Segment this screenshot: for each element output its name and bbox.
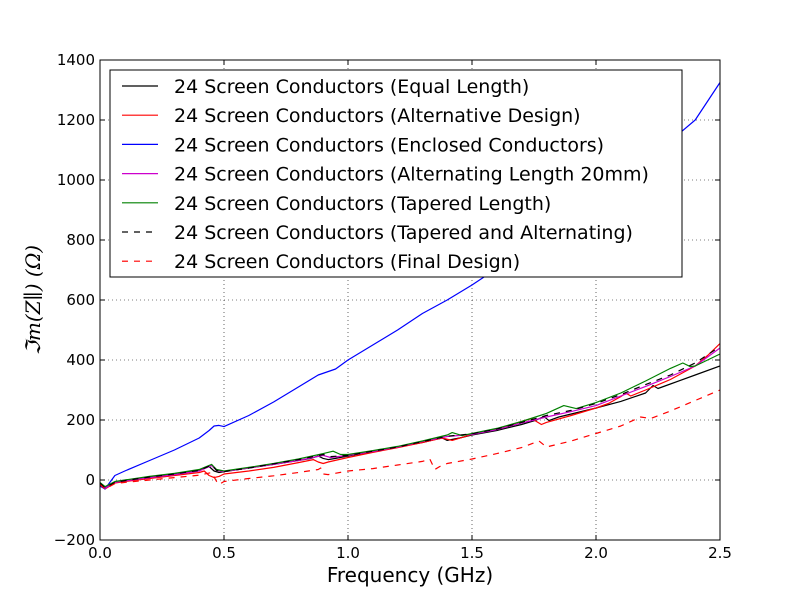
x-tick-label: 0.5 bbox=[212, 544, 236, 562]
y-tick-label: 0 bbox=[85, 471, 95, 489]
series-layer bbox=[100, 82, 720, 490]
x-tick-label: 1.5 bbox=[460, 544, 484, 562]
ticks bbox=[99, 59, 721, 541]
y-tick-label: 800 bbox=[66, 231, 95, 249]
legend-label-1: 24 Screen Conductors (Equal Length) bbox=[174, 76, 529, 98]
legend-label-4: 24 Screen Conductors (Alternating Length… bbox=[174, 164, 649, 186]
y-axis-label: ℑm(Z∥) (Ω) bbox=[21, 245, 45, 355]
legend-box bbox=[109, 69, 683, 278]
legend-label-2: 24 Screen Conductors (Alternative Design… bbox=[174, 105, 581, 127]
legend-label-3: 24 Screen Conductors (Enclosed Conductor… bbox=[174, 134, 604, 156]
legend-items: 24 Screen Conductors (Equal Length) 24 Sc… bbox=[122, 76, 649, 273]
x-tick-label: 1.0 bbox=[336, 544, 360, 562]
series-line-7 bbox=[100, 389, 720, 490]
y-tick-labels: −200 0 200 400 600 800 1000 1200 1400 bbox=[54, 51, 95, 549]
x-tick-labels: 0.0 0.5 1.0 1.5 2.0 2.5 bbox=[88, 544, 732, 562]
legend-label-6: 24 Screen Conductors (Tapered and Altern… bbox=[174, 222, 633, 244]
series-line-5 bbox=[100, 353, 720, 488]
legend-label-7: 24 Screen Conductors (Final Design) bbox=[174, 251, 520, 273]
y-tick-label: −200 bbox=[54, 531, 95, 549]
x-tick-label: 2.5 bbox=[708, 544, 732, 562]
y-tick-label: 1400 bbox=[57, 51, 95, 69]
y-tick-label: 600 bbox=[66, 291, 95, 309]
y-tick-label: 400 bbox=[66, 351, 95, 369]
x-tick-label: 0.0 bbox=[88, 544, 112, 562]
x-axis-label: Frequency (GHz) bbox=[327, 563, 493, 587]
legend: 24 Screen Conductors (Equal Length) 24 Sc… bbox=[109, 69, 683, 278]
series-line-6 bbox=[100, 346, 720, 489]
y-tick-label: 1000 bbox=[57, 171, 95, 189]
y-tick-label: 1200 bbox=[57, 111, 95, 129]
x-tick-label: 2.0 bbox=[584, 544, 608, 562]
y-tick-label: 200 bbox=[66, 411, 95, 429]
legend-label-5: 24 Screen Conductors (Tapered Length) bbox=[174, 193, 551, 215]
